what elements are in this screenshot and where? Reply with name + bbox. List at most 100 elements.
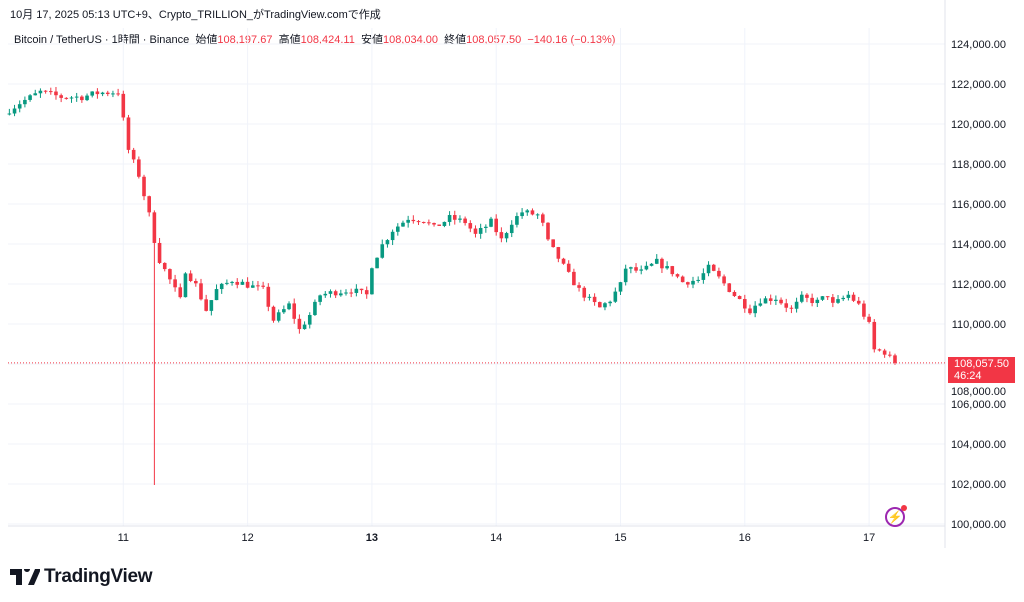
candle-down: [670, 266, 675, 275]
candle-down: [546, 222, 550, 240]
candle-up: [282, 309, 286, 313]
candle-down: [556, 247, 561, 259]
candle-down: [711, 264, 716, 271]
candle-up: [302, 324, 307, 330]
candle-up: [28, 95, 32, 100]
candle-down: [566, 263, 571, 272]
candlestick-chart[interactable]: 124,000.00 122,000.00 120,000.00 118,000.00…: [0, 0, 1024, 560]
candle-up: [7, 113, 12, 115]
candle-down: [105, 92, 110, 95]
candle-up: [846, 294, 851, 298]
candle-down: [59, 95, 63, 98]
candle-up: [753, 305, 757, 314]
candle-up: [587, 296, 592, 298]
candle-up: [240, 281, 245, 285]
candle-down: [851, 294, 856, 301]
candle-up: [401, 222, 405, 227]
candle-up: [85, 95, 89, 101]
candle-up: [344, 292, 348, 294]
time-tick-label: 17: [863, 532, 875, 544]
candle-down: [680, 276, 685, 283]
candle-down: [199, 283, 203, 300]
candle-down: [463, 218, 467, 224]
candle-down: [468, 223, 473, 229]
candle-down: [188, 273, 193, 281]
candle-down: [722, 276, 726, 284]
candle-down: [142, 176, 146, 197]
candle-down: [173, 279, 177, 288]
candle-up: [654, 258, 659, 264]
candle-up: [815, 299, 820, 304]
candle-down: [48, 91, 53, 93]
candle-down: [717, 270, 721, 277]
candle-down: [825, 296, 830, 298]
candle-up: [794, 301, 799, 309]
candle-down: [178, 287, 183, 298]
candle-up: [623, 268, 628, 283]
notification-dot: [901, 505, 907, 511]
candle-up: [774, 299, 778, 301]
candle-up: [799, 294, 804, 302]
candle-down: [235, 281, 240, 285]
candle-up: [649, 263, 654, 266]
current-price-label: 108,057.50 46:24: [948, 357, 1015, 383]
candle-up: [38, 90, 43, 94]
candle-up: [230, 281, 234, 283]
candle-up: [520, 212, 524, 217]
candle-up: [375, 257, 379, 269]
price-tick-label: 122,000.00: [951, 79, 1006, 91]
symbol-label[interactable]: Bitcoin / TetherUS · 1時間 · Binance: [14, 34, 190, 46]
candle-up: [458, 218, 462, 220]
candle-down: [779, 299, 783, 304]
candle-down: [473, 228, 478, 234]
candle-down: [54, 91, 58, 96]
candle-up: [17, 104, 22, 109]
candle-up: [250, 285, 255, 288]
candle-up: [12, 108, 17, 114]
candle-up: [442, 221, 447, 226]
brand-name: TradingView: [44, 566, 153, 587]
price-tick-label: 112,000.00: [952, 279, 1006, 291]
candle-up: [406, 219, 410, 223]
low-value: 108,034.00: [382, 34, 439, 46]
time-tick-label: 11: [118, 532, 129, 544]
candle-up: [339, 293, 343, 296]
candle-down: [162, 262, 167, 270]
candle-down: [893, 355, 897, 363]
candle-up: [111, 93, 115, 95]
candle-up: [214, 289, 219, 301]
candle-down: [582, 287, 587, 298]
candle-down: [416, 221, 421, 223]
candle-up: [478, 227, 483, 234]
candle-down: [349, 292, 353, 294]
candle-down: [494, 218, 498, 233]
candle-up: [380, 244, 385, 258]
candle-up: [370, 268, 374, 295]
candle-down: [452, 215, 457, 220]
high-value: 108,424.11: [300, 34, 355, 46]
candle-down: [64, 97, 69, 99]
candle-up: [183, 273, 188, 298]
candle-up: [276, 312, 281, 321]
candle-up: [613, 291, 618, 302]
candle-down: [572, 271, 576, 286]
tradingview-logo[interactable]: TradingView: [10, 566, 153, 588]
time-tick-label: 13: [366, 532, 378, 544]
candle-up: [390, 231, 395, 241]
candle-up: [447, 215, 452, 222]
candle-up: [504, 233, 509, 239]
price-tick-label: 102,000.00: [951, 479, 1006, 491]
candle-down: [126, 117, 131, 150]
candle-down: [95, 91, 100, 95]
candle-down: [204, 299, 208, 311]
candle-up: [696, 279, 700, 281]
candle-down: [271, 306, 276, 321]
candle-down: [157, 242, 162, 263]
price-tick-label: 108,000.00: [951, 386, 1006, 398]
candle-down: [888, 354, 892, 356]
candle-down: [437, 224, 442, 226]
candle-down: [686, 282, 690, 285]
candle-up: [629, 267, 633, 269]
lightning-icon[interactable]: ⚡: [885, 505, 907, 527]
candle-up: [701, 273, 706, 280]
